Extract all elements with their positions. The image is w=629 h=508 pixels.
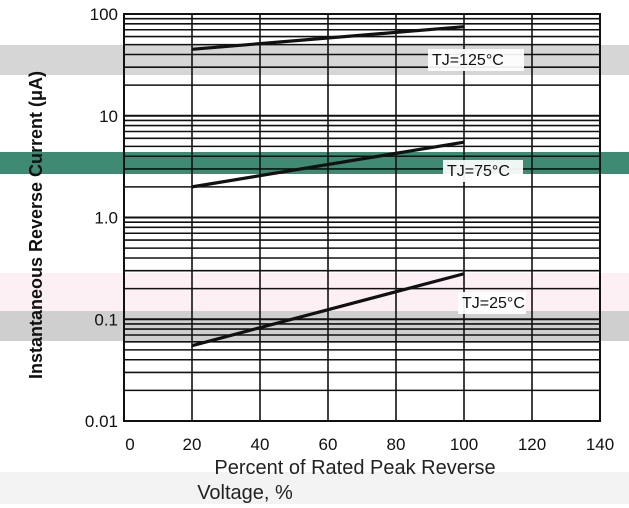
x-tick-label: 100 bbox=[450, 435, 478, 454]
y-tick-label: 0.01 bbox=[85, 412, 118, 431]
x-axis-title-line2: Voltage, % bbox=[197, 482, 293, 504]
y-axis-ticks: 0.01 0.1 1.0 10 100 bbox=[85, 5, 118, 431]
series-label-bg-1 bbox=[443, 160, 523, 182]
series-label-0: TJ=125°C bbox=[432, 52, 504, 69]
series-annotations: TJ=125°C TJ=75°C TJ=25°C bbox=[428, 49, 526, 314]
chart-grid bbox=[123, 13, 601, 422]
x-tick-label: 60 bbox=[319, 435, 338, 454]
overlay-band-top bbox=[0, 45, 629, 75]
y-tick-label: 100 bbox=[90, 5, 118, 24]
series-line-2 bbox=[191, 272, 465, 348]
series-label-bg-2 bbox=[458, 292, 526, 314]
overlay-band-bottom bbox=[0, 311, 629, 341]
y-tick-label: 1.0 bbox=[94, 209, 118, 228]
series-label-1: TJ=75°C bbox=[447, 163, 510, 180]
chart-series bbox=[191, 25, 465, 348]
x-tick-label: 20 bbox=[183, 435, 202, 454]
x-tick-label: 120 bbox=[518, 435, 546, 454]
x-axis-title: Percent of Rated Peak Reverse bbox=[214, 457, 495, 479]
series-line-1 bbox=[191, 140, 465, 189]
x-tick-label: 140 bbox=[586, 435, 614, 454]
overlay-band-middle bbox=[0, 152, 629, 174]
series-label-bg-0 bbox=[428, 49, 524, 71]
x-tick-label: 40 bbox=[251, 435, 270, 454]
series-line-0 bbox=[191, 25, 465, 51]
series-label-2: TJ=25°C bbox=[462, 295, 525, 312]
y-axis-title: Instantaneous Reverse Current (μA) bbox=[26, 71, 46, 379]
y-tick-label: 0.1 bbox=[94, 310, 118, 329]
x-tick-label: 0 bbox=[125, 435, 134, 454]
y-tick-label: 10 bbox=[99, 107, 118, 126]
x-tick-label: 80 bbox=[387, 435, 406, 454]
x-axis-ticks: 0 20 40 60 80 100 120 140 bbox=[125, 435, 614, 454]
overlay-band-footer bbox=[0, 472, 629, 504]
overlay-band-pink bbox=[0, 273, 629, 311]
